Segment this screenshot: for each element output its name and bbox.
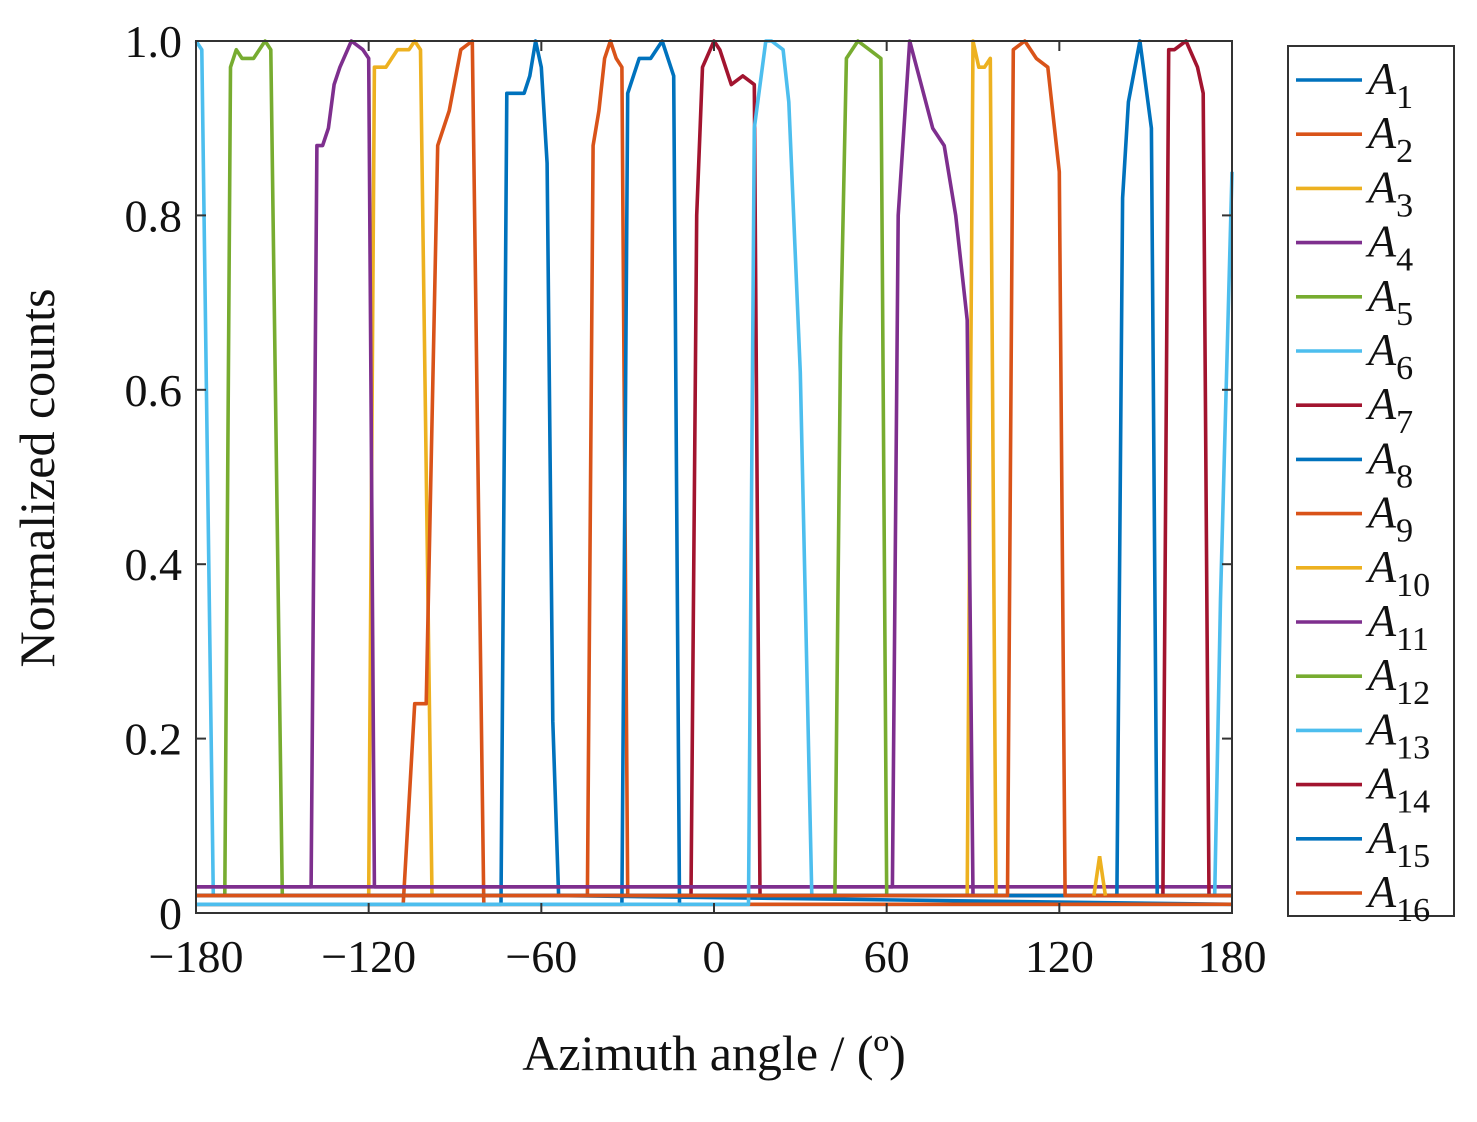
legend-label-a13: A13 — [1365, 703, 1430, 766]
legend-label-a15: A15 — [1365, 812, 1430, 875]
legend-label-a5: A5 — [1365, 270, 1413, 333]
series-line-a4 — [196, 39, 1232, 889]
x-tick-label: 120 — [1025, 931, 1094, 982]
legend-label-a14: A14 — [1365, 758, 1430, 821]
x-tick-label: −120 — [321, 931, 416, 982]
y-tick-label: 0.4 — [125, 539, 183, 590]
series-line-a6 — [194, 40, 1232, 898]
legend-label-a9: A9 — [1365, 487, 1413, 550]
x-tick-label: 180 — [1198, 931, 1267, 982]
y-tick-label: 0.8 — [125, 190, 183, 241]
legend-box — [1287, 45, 1455, 917]
x-tick-label: 60 — [864, 931, 910, 982]
series-line-a15 — [196, 39, 1232, 898]
series-line-a8 — [196, 39, 1232, 907]
series-line-a16 — [196, 39, 1232, 898]
legend-label-a3: A3 — [1365, 161, 1413, 224]
x-tick-label: −60 — [505, 931, 577, 982]
series-line-a13 — [196, 39, 1234, 907]
spike-marker — [1092, 856, 1108, 896]
y-axis-label: Normalized counts — [9, 288, 65, 667]
x-tick-label: −180 — [149, 931, 244, 982]
legend-label-a8: A8 — [1365, 432, 1413, 495]
legend-label-a4: A4 — [1365, 216, 1413, 279]
series-line-a5 — [196, 39, 1232, 898]
legend-label-a1: A1 — [1365, 53, 1413, 116]
legend-label-a7: A7 — [1365, 378, 1413, 441]
series-line-a14 — [196, 39, 1232, 898]
series-line-a9 — [196, 39, 1232, 907]
legend-label-a10: A10 — [1365, 541, 1430, 604]
series-line-a11 — [196, 39, 1232, 898]
y-tick-label: 0.2 — [125, 714, 183, 765]
y-tick-label: 1.0 — [125, 16, 183, 67]
plot-area — [194, 39, 1234, 907]
series-line-a3 — [196, 39, 1232, 898]
legend-label-a11: A11 — [1365, 595, 1429, 658]
y-tick-label: 0.6 — [125, 365, 183, 416]
series-line-a7 — [196, 39, 1232, 898]
x-tick-label: 0 — [703, 931, 726, 982]
series-line-a10 — [196, 39, 1232, 898]
legend-label-a12: A12 — [1365, 649, 1430, 712]
axes-frame — [195, 40, 1233, 914]
legend-label-a6: A6 — [1365, 324, 1413, 387]
series-line-a12 — [196, 39, 1232, 898]
legend-label-a16: A16 — [1365, 866, 1430, 929]
x-axis-label: Azimuth angle / (º) — [522, 1025, 905, 1081]
series-line-a1 — [196, 39, 1233, 907]
axes: −180 −120 −60 0 60 120 180 0 0.2 0.4 0.6 0.8 1.0 — [125, 16, 1267, 982]
legend-label-a2: A2 — [1365, 107, 1413, 170]
series-line-a2 — [196, 39, 1232, 898]
y-tick-label: 0 — [159, 888, 182, 939]
